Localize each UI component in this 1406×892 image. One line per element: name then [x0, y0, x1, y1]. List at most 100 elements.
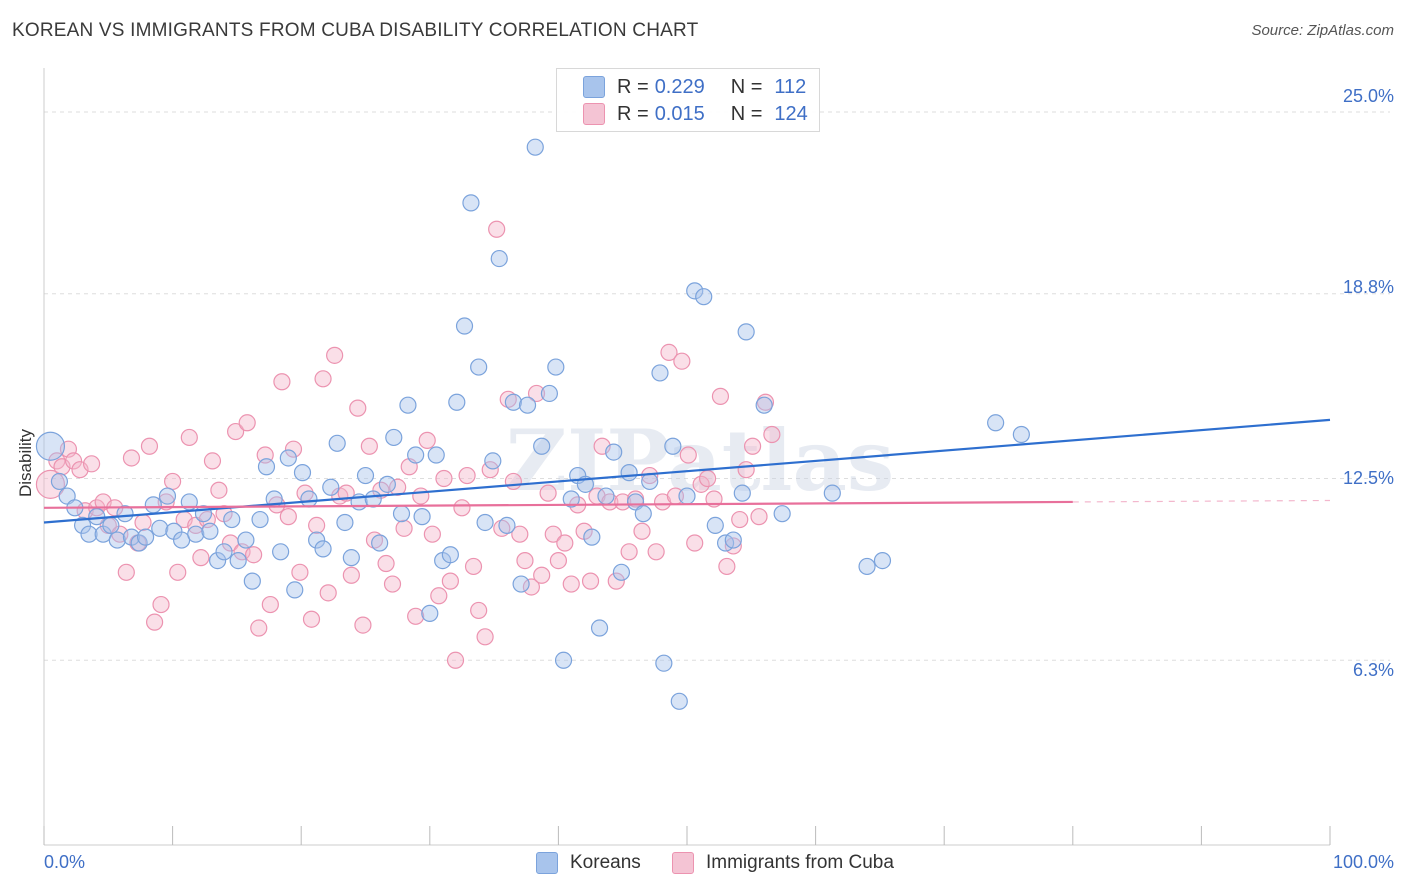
- korean-point: [215, 543, 233, 561]
- korean-point: [634, 505, 652, 523]
- korean-point: [371, 534, 389, 552]
- korean-point: [322, 478, 340, 496]
- korean-point: [462, 194, 480, 212]
- cuba-point: [556, 534, 574, 552]
- korean-point: [50, 472, 69, 491]
- korean-point: [484, 452, 502, 470]
- cuba-point: [470, 601, 488, 620]
- stats-legend: R = 0.229 N = 112 R = 0.015 N = 124: [556, 68, 820, 132]
- n-label: N =: [730, 102, 763, 125]
- cuba-point: [743, 437, 762, 455]
- cuba-point: [516, 551, 534, 570]
- cuba-point: [377, 554, 395, 573]
- korean-point: [498, 516, 516, 535]
- cuba-point: [308, 516, 326, 535]
- korean-point: [873, 551, 892, 570]
- korean-point: [695, 288, 713, 306]
- x-tick-100: 100.0%: [1332, 852, 1394, 872]
- cuba-point: [140, 437, 159, 455]
- korean-point: [35, 431, 66, 461]
- bottom-legend: Koreans Immigrants from Cuba: [0, 852, 1406, 878]
- cuba-point: [692, 475, 710, 493]
- korean-point: [223, 510, 241, 529]
- korean-point: [724, 531, 742, 549]
- koreans-swatch: [583, 76, 605, 98]
- korean-point: [158, 487, 177, 505]
- korean-point: [286, 581, 304, 599]
- cuba-point: [620, 543, 638, 561]
- r-value: 0.015: [654, 102, 705, 125]
- korean-point: [407, 446, 425, 464]
- axes: [43, 68, 1331, 846]
- cuba-point: [679, 446, 697, 464]
- korean-point: [620, 464, 638, 482]
- korean-point: [590, 619, 609, 637]
- cuba-point: [581, 572, 600, 590]
- cuba-point: [660, 343, 678, 362]
- x-tick-0: 0.0%: [44, 852, 86, 872]
- y-tick-18-8: 18.8%: [1342, 277, 1394, 297]
- n-label: N =: [730, 75, 763, 98]
- cuba-point: [82, 455, 101, 473]
- korean-point: [130, 534, 148, 552]
- y-tick-25-0: 25.0%: [1342, 86, 1394, 106]
- korean-point: [251, 510, 269, 529]
- korean-point: [209, 551, 227, 570]
- cuba-point: [488, 220, 506, 238]
- korean-point: [378, 475, 396, 493]
- cuba-point: [64, 452, 83, 470]
- cuba-point: [533, 566, 551, 584]
- cuba-point: [145, 613, 164, 631]
- korean-point: [73, 516, 92, 535]
- cuba-point: [544, 525, 562, 543]
- korean-point: [755, 396, 773, 414]
- korean-point: [144, 496, 162, 514]
- r-value: 0.229: [654, 75, 705, 98]
- cuba-point: [354, 616, 372, 634]
- cuba-point: [607, 572, 625, 590]
- korean-point: [385, 428, 403, 447]
- cuba-point: [430, 587, 448, 605]
- korean-point: [773, 505, 791, 523]
- cuba-trend-extension: [1072, 499, 1331, 503]
- korean-point: [257, 458, 276, 476]
- cuba-point: [117, 563, 135, 581]
- korean-point: [1012, 425, 1030, 444]
- cuba-point: [549, 551, 568, 570]
- korean-point: [342, 549, 360, 567]
- korean-point: [421, 604, 439, 622]
- korean-point: [737, 323, 755, 341]
- cuba-point: [203, 452, 222, 470]
- korean-point: [80, 525, 98, 543]
- cuba-point: [647, 543, 665, 561]
- korean-point: [686, 282, 704, 300]
- cuba-point: [319, 584, 337, 602]
- cuba-point: [134, 513, 152, 532]
- cuba-point: [164, 472, 182, 491]
- legend-item-koreans[interactable]: Koreans: [536, 852, 641, 874]
- cuba-swatch: [583, 103, 605, 125]
- korean-point: [518, 396, 537, 414]
- korean-point: [655, 654, 673, 672]
- korean-point: [272, 543, 290, 561]
- cuba-point: [763, 425, 781, 444]
- grid-lines: [44, 111, 1390, 661]
- korean-point: [102, 516, 120, 535]
- korean-point: [987, 414, 1005, 432]
- korean-point: [229, 551, 247, 570]
- korean-point: [470, 358, 488, 376]
- korean-point: [88, 508, 106, 526]
- cuba-point: [527, 384, 546, 403]
- korean-point: [201, 522, 219, 540]
- korean-point: [533, 437, 551, 455]
- cuba-point: [737, 461, 755, 479]
- cuba-point: [152, 595, 170, 614]
- cuba-point: [169, 563, 187, 581]
- cuba-point: [493, 519, 511, 537]
- trend-lines: [43, 418, 1331, 524]
- cuba-point: [279, 508, 297, 526]
- legend-item-cuba[interactable]: Immigrants from Cuba: [672, 852, 894, 874]
- cuba-point: [614, 493, 632, 511]
- source-label: Source: ZipAtlas.com: [1251, 22, 1394, 39]
